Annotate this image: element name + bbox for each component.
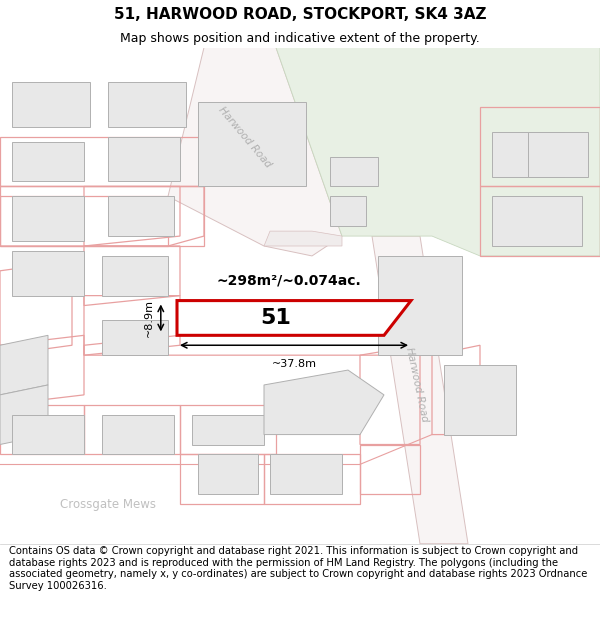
Text: Contains OS data © Crown copyright and database right 2021. This information is : Contains OS data © Crown copyright and d… — [9, 546, 587, 591]
Polygon shape — [264, 231, 342, 246]
Text: ~298m²/~0.074ac.: ~298m²/~0.074ac. — [216, 274, 361, 288]
Polygon shape — [444, 365, 516, 434]
Text: 51, HARWOOD ROAD, STOCKPORT, SK4 3AZ: 51, HARWOOD ROAD, STOCKPORT, SK4 3AZ — [114, 7, 486, 22]
Polygon shape — [330, 196, 366, 226]
Polygon shape — [198, 454, 258, 494]
Polygon shape — [492, 196, 582, 246]
Polygon shape — [192, 415, 264, 444]
Polygon shape — [102, 415, 174, 454]
Polygon shape — [12, 142, 84, 181]
Text: 51: 51 — [260, 308, 290, 328]
Polygon shape — [102, 321, 168, 355]
Polygon shape — [276, 48, 600, 256]
Polygon shape — [0, 336, 48, 395]
Text: Map shows position and indicative extent of the property.: Map shows position and indicative extent… — [120, 32, 480, 46]
Polygon shape — [108, 137, 180, 181]
Text: Harwood Road: Harwood Road — [217, 104, 273, 169]
Polygon shape — [108, 196, 174, 236]
Polygon shape — [168, 48, 342, 256]
Polygon shape — [0, 385, 48, 444]
Polygon shape — [12, 415, 84, 454]
Polygon shape — [102, 256, 168, 296]
Polygon shape — [12, 82, 90, 127]
Polygon shape — [378, 256, 462, 355]
Text: ~37.8m: ~37.8m — [271, 359, 317, 369]
Polygon shape — [264, 370, 384, 434]
Polygon shape — [372, 236, 468, 544]
Polygon shape — [198, 102, 306, 186]
Polygon shape — [270, 454, 342, 494]
Polygon shape — [330, 157, 378, 186]
Polygon shape — [528, 132, 588, 176]
Text: Harwood Road: Harwood Road — [404, 347, 430, 423]
Polygon shape — [108, 82, 186, 127]
Polygon shape — [12, 196, 84, 241]
Polygon shape — [12, 251, 84, 296]
Polygon shape — [492, 132, 564, 176]
Polygon shape — [177, 301, 411, 336]
Text: ~8.9m: ~8.9m — [143, 299, 154, 337]
Text: Crossgate Mews: Crossgate Mews — [60, 498, 156, 511]
